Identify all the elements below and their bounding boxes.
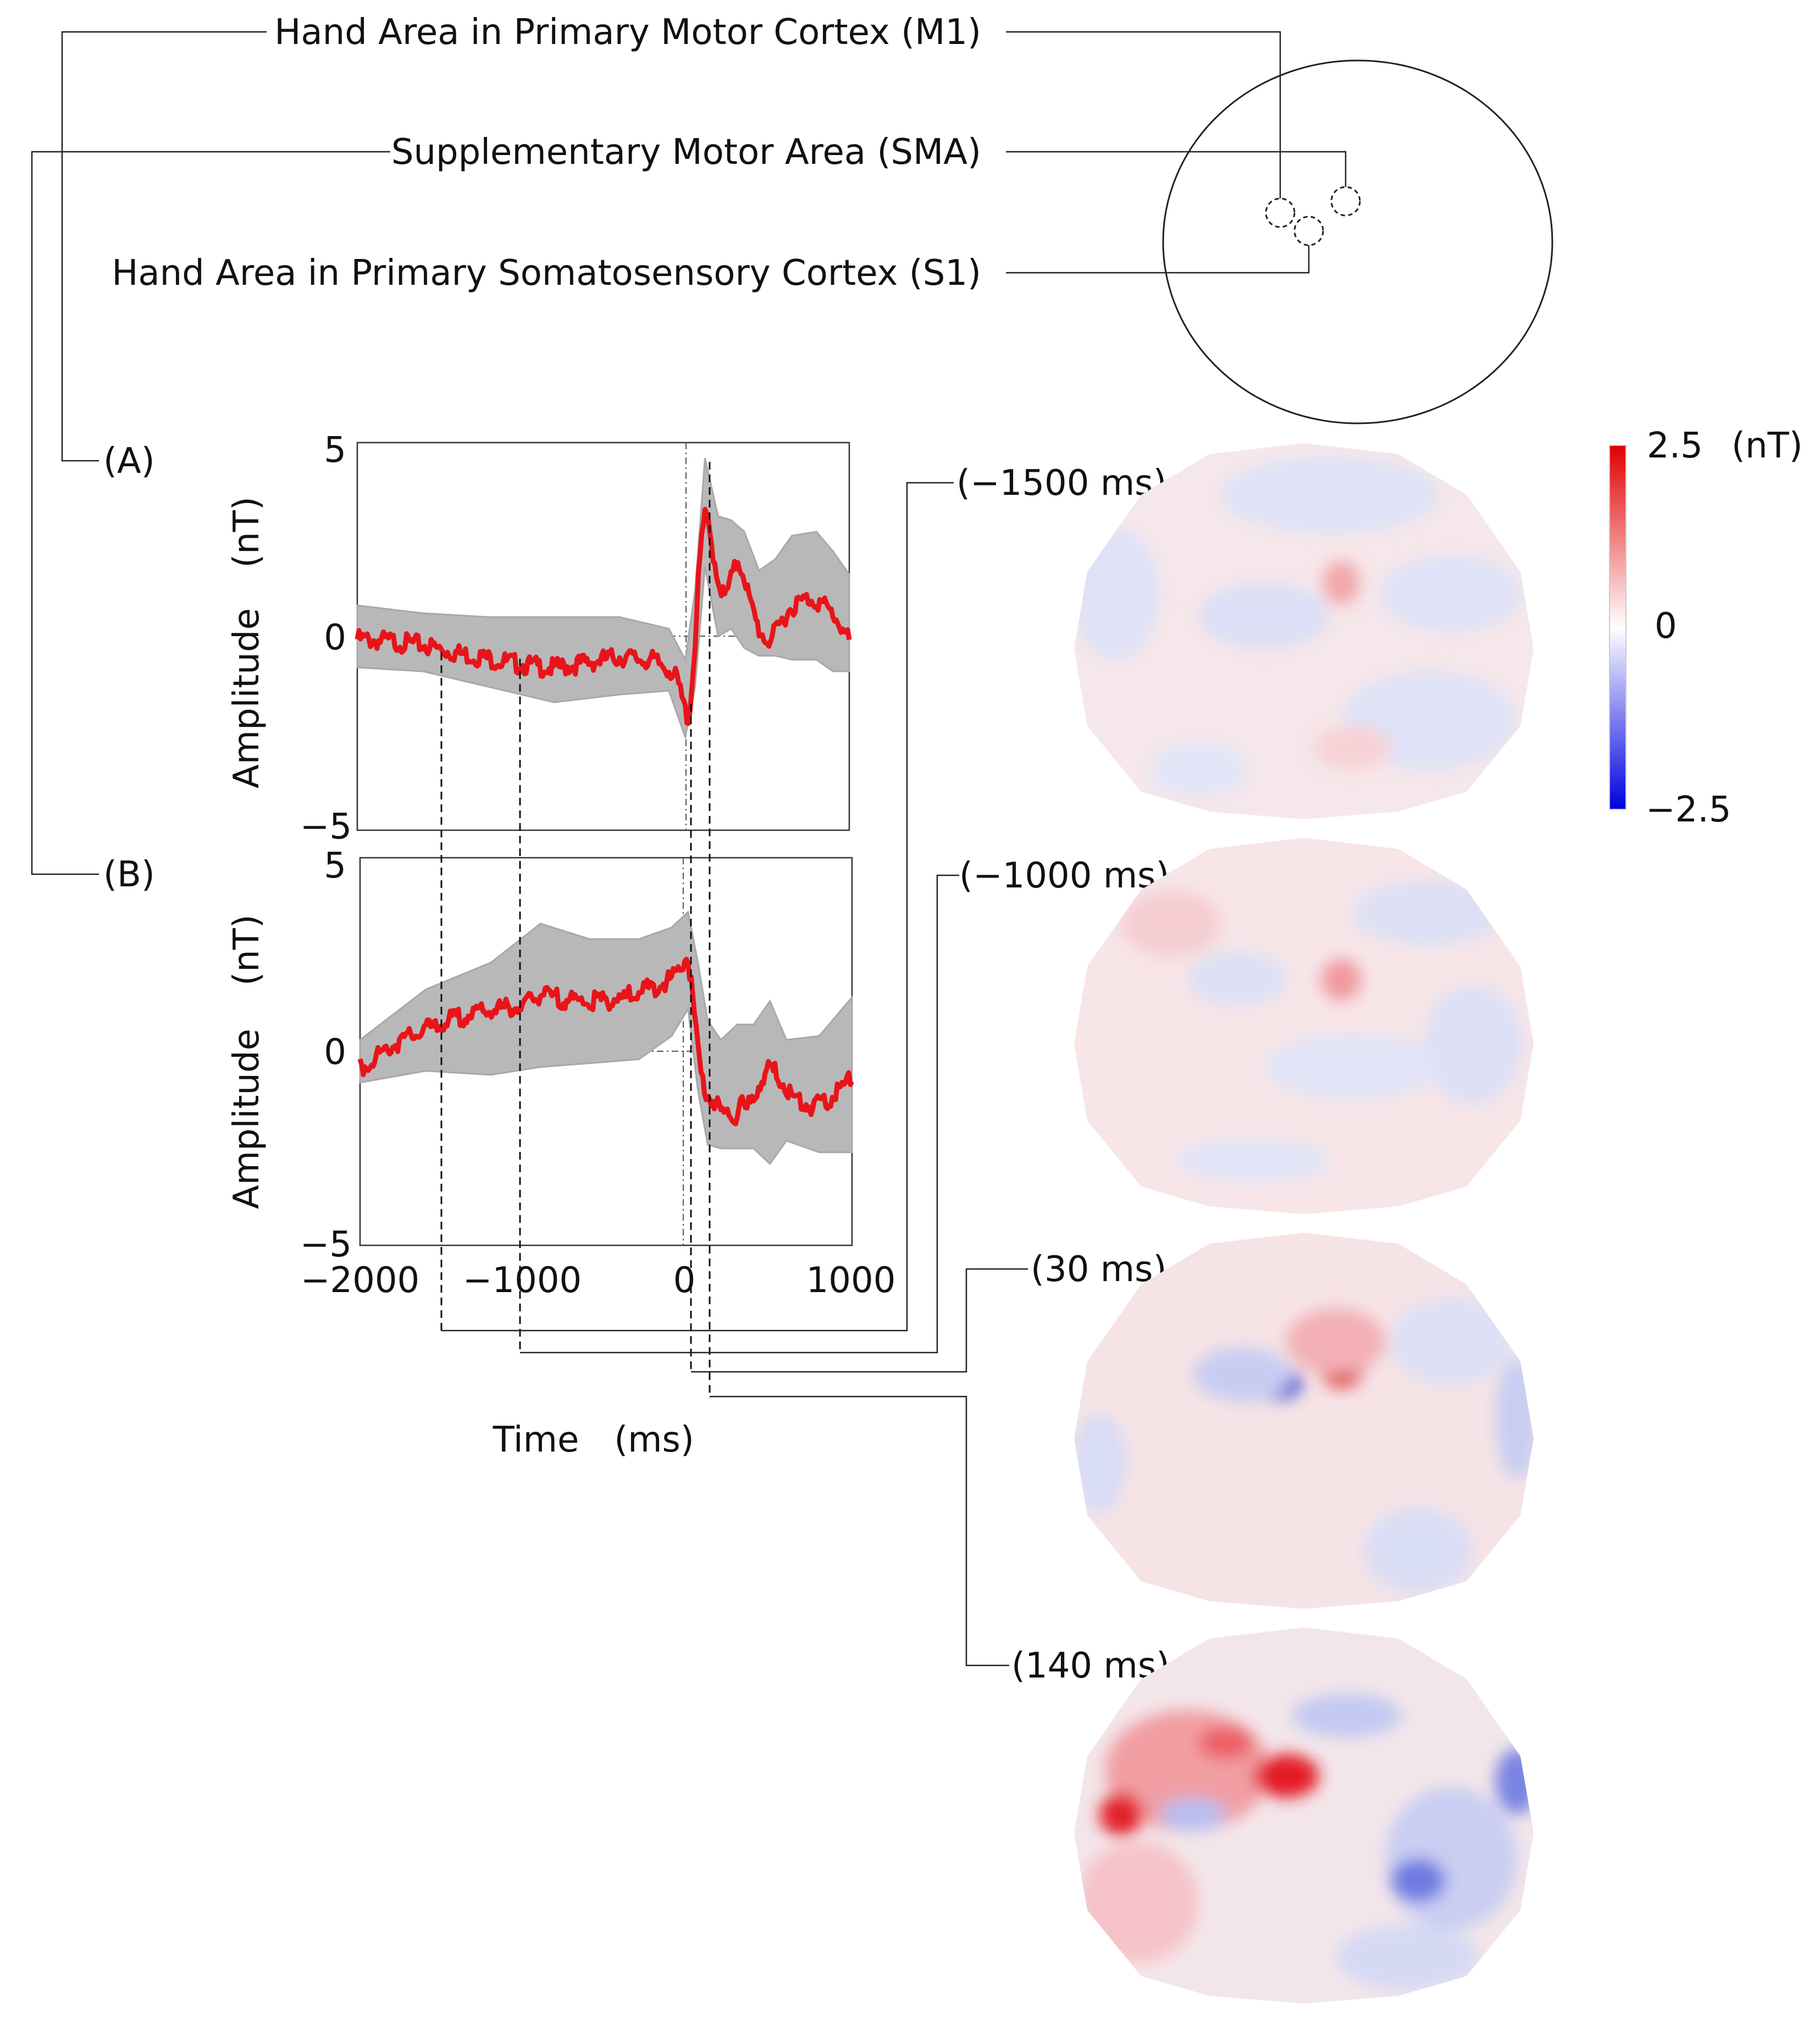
time-label-minus1500: (−1500 ms) bbox=[956, 463, 1166, 504]
colorbar-min-label: −2.5 bbox=[1646, 790, 1731, 830]
chart-a-trial-band bbox=[356, 457, 850, 741]
topo-blob bbox=[1380, 555, 1523, 632]
m1-connector-left bbox=[61, 31, 267, 462]
chart-a: 5 0 −5 Amplitude (nT) bbox=[226, 430, 852, 847]
chart-b-ytick-minus5: −5 bbox=[300, 1224, 352, 1265]
colorbar-mid-label: 0 bbox=[1655, 606, 1677, 647]
chart-a-ylabel-unit: (nT) bbox=[226, 496, 267, 568]
topo-blob bbox=[1264, 1034, 1440, 1100]
head-diagram: Hand Area in Primary Motor Cortex (M1) S… bbox=[31, 12, 1553, 875]
chart-a-ytick-minus5: −5 bbox=[300, 807, 352, 847]
chart-b-ytick-5: 5 bbox=[324, 846, 346, 886]
topo-blob bbox=[1495, 1748, 1534, 1814]
topo-blob bbox=[1074, 528, 1160, 660]
time-marker-lines bbox=[440, 462, 1028, 1667]
topo-blob bbox=[1424, 984, 1523, 1105]
panel-b-label: (B) bbox=[103, 854, 155, 895]
time-label-minus1000: (−1000 ms) bbox=[959, 856, 1169, 896]
topo-blob bbox=[1198, 583, 1330, 649]
sma-location-marker bbox=[1330, 186, 1361, 217]
topo-map-minus1500 bbox=[1074, 443, 1534, 819]
colorbar: 2.5 (nT) 0 −2.5 bbox=[1609, 426, 1803, 830]
chart-a-ytick-5: 5 bbox=[324, 430, 346, 471]
marker-minus1000-connector bbox=[520, 874, 959, 1354]
topo-blob bbox=[1099, 1792, 1143, 1836]
sma-connector-right bbox=[1006, 151, 1347, 187]
marker-minus1500-connector bbox=[441, 482, 954, 1332]
topo-blob bbox=[1321, 959, 1361, 1001]
sma-region-label: Supplementary Motor Area (SMA) bbox=[391, 132, 981, 173]
topo-blob bbox=[1363, 1507, 1473, 1594]
topo-blob bbox=[1391, 1298, 1512, 1386]
topo-blob bbox=[1160, 1798, 1226, 1831]
chart-b-mean-line bbox=[357, 957, 854, 1127]
topo-blob bbox=[1074, 1413, 1127, 1512]
topo-blob bbox=[1292, 1693, 1402, 1737]
topo-blob bbox=[1193, 1347, 1292, 1402]
topo-blob bbox=[1149, 742, 1248, 797]
chart-b-xtick-minus2000: −2000 bbox=[301, 1260, 420, 1301]
topo-blob bbox=[1286, 1309, 1385, 1375]
chart-b-ylabel-unit: (nT) bbox=[226, 914, 267, 986]
topo-map-minus1000 bbox=[1074, 838, 1534, 1214]
chart-a-mean-line bbox=[355, 506, 852, 726]
colorbar-gradient bbox=[1609, 445, 1627, 810]
topo-blob bbox=[1121, 891, 1220, 957]
sma-connector-left bbox=[31, 151, 390, 875]
topo-blob bbox=[1176, 1138, 1330, 1182]
topo-map-30 bbox=[1074, 1233, 1534, 1609]
topo-blob bbox=[1495, 1358, 1534, 1479]
topo-blob bbox=[1336, 1924, 1479, 1990]
m1-region-label: Hand Area in Primary Motor Cortex (M1) bbox=[274, 12, 981, 53]
s1-location-marker bbox=[1293, 216, 1324, 246]
chart-a-ylabel-word: Amplitude bbox=[226, 608, 267, 788]
chart-b-xtick-minus1000: −1000 bbox=[463, 1260, 582, 1301]
xlabel-time-word: Time bbox=[493, 1420, 579, 1460]
chart-b-ytick-0: 0 bbox=[324, 1032, 346, 1073]
m1-connector-right bbox=[1006, 31, 1281, 198]
topo-blob bbox=[1352, 880, 1506, 946]
topo-blob bbox=[1391, 1858, 1446, 1902]
topo-blob bbox=[1385, 1787, 1517, 1930]
topo-blob bbox=[1323, 561, 1360, 605]
colorbar-unit-label: (nT) bbox=[1732, 426, 1803, 466]
panel-a-label: (A) bbox=[103, 441, 155, 482]
topo-blob bbox=[1077, 1842, 1198, 1963]
chart-b-trial-band bbox=[359, 910, 853, 1166]
topo-blob bbox=[1253, 1754, 1319, 1798]
topo-blob bbox=[1314, 726, 1391, 770]
marker-30-connector bbox=[691, 1268, 1028, 1373]
chart-a-ytick-0: 0 bbox=[324, 617, 346, 658]
topo-blob bbox=[1198, 1726, 1253, 1759]
chart-b-xtick-1000: 1000 bbox=[806, 1260, 896, 1301]
chart-b-xtick-0: 0 bbox=[673, 1260, 696, 1301]
s1-region-label: Hand Area in Primary Somatosensory Corte… bbox=[112, 253, 981, 294]
chart-b: 5 0 −5 Amplitude (nT) −2000 −1000 0 1000 bbox=[226, 846, 895, 1301]
topo-map-140 bbox=[1074, 1627, 1534, 2004]
topo-blob bbox=[1220, 456, 1440, 533]
s1-connector-right bbox=[1006, 245, 1310, 274]
xlabel-time-unit: (ms) bbox=[614, 1420, 694, 1460]
chart-b-ylabel-word: Amplitude bbox=[226, 1029, 267, 1209]
topo-blob bbox=[1187, 951, 1286, 1006]
head-outline bbox=[1162, 59, 1553, 424]
m1-location-marker bbox=[1265, 197, 1296, 228]
marker-140-connector bbox=[710, 1395, 1009, 1667]
colorbar-max-label: 2.5 bbox=[1647, 426, 1703, 466]
